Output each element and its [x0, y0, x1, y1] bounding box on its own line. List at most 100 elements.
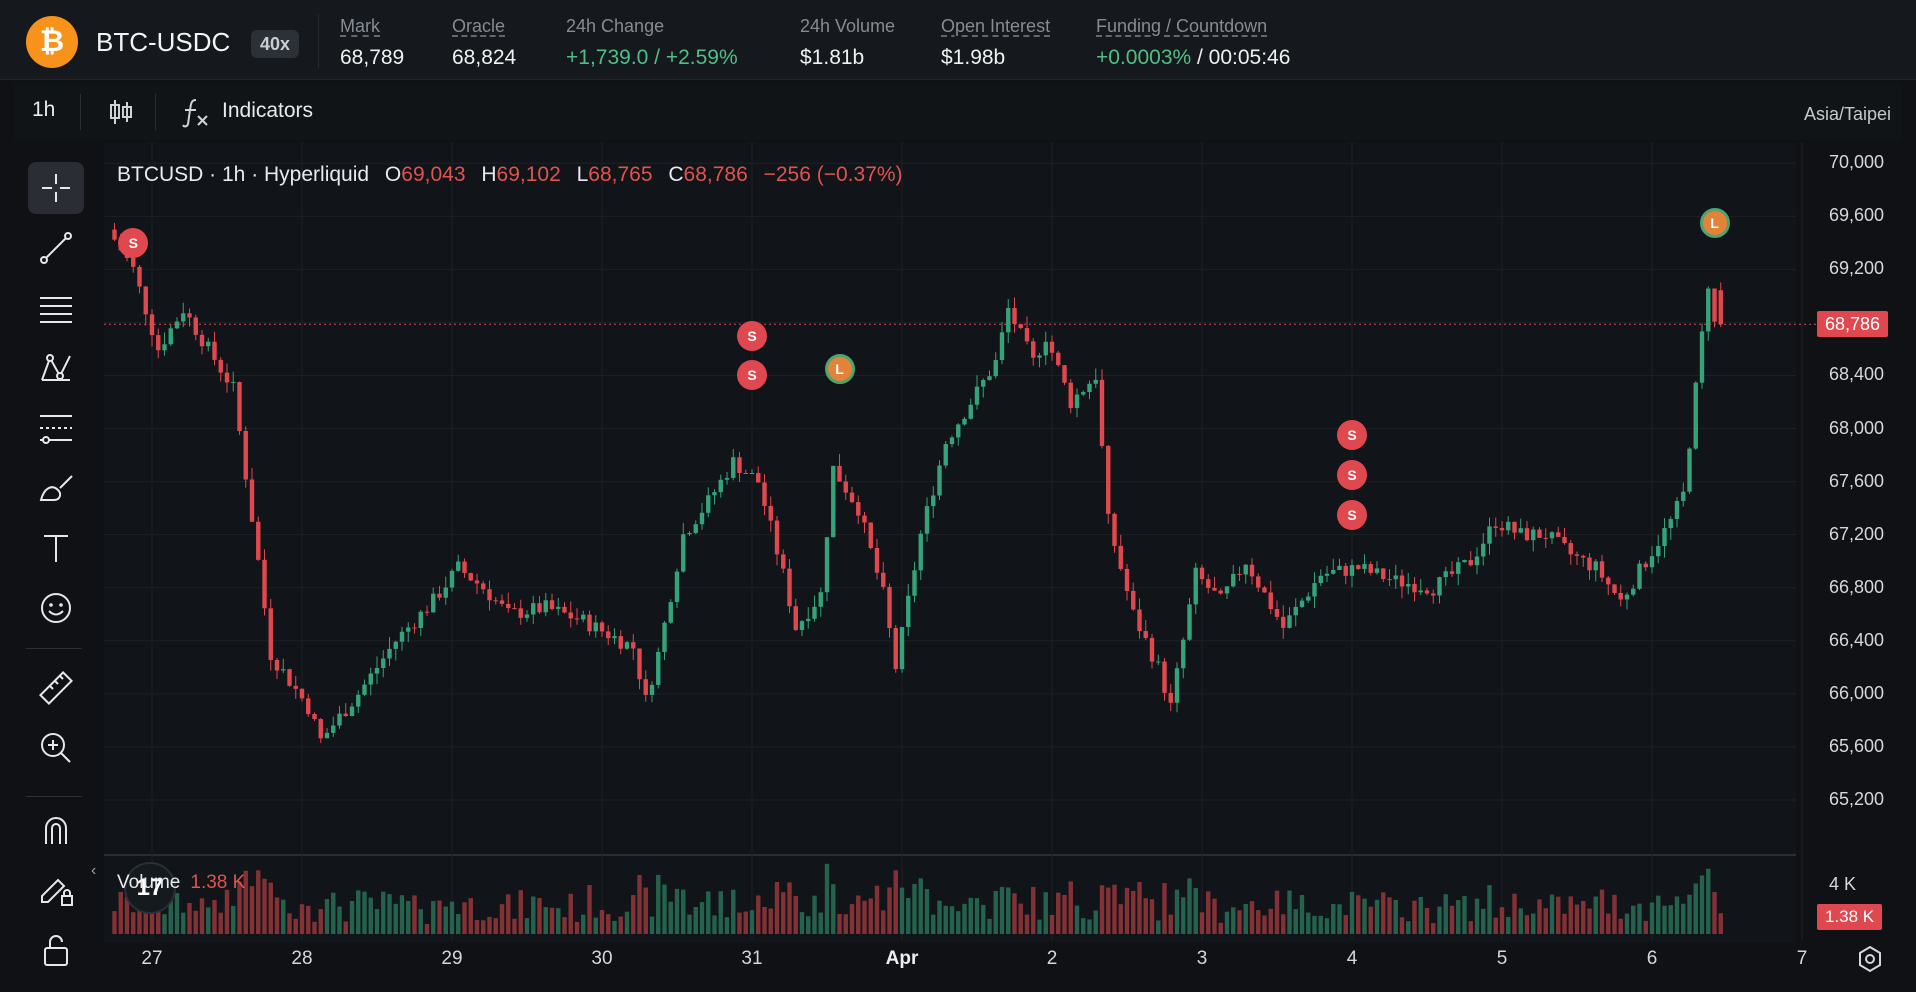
- lock-drawing-tool[interactable]: [28, 864, 84, 916]
- volume-bar: [856, 895, 861, 934]
- candle-body: [1712, 288, 1717, 322]
- candle-body: [1443, 571, 1448, 578]
- timeframe-button[interactable]: 1h: [32, 98, 56, 121]
- volume-value: 1.38 K: [190, 872, 246, 893]
- candle-body: [774, 520, 780, 555]
- volume-bar: [631, 894, 636, 934]
- candle-body: [331, 725, 336, 733]
- short-marker[interactable]: S: [1337, 420, 1367, 451]
- volume-bar: [756, 895, 761, 934]
- volume-bar: [837, 913, 842, 934]
- candle-body: [468, 573, 473, 581]
- tradingview-logo-icon[interactable]: 17: [124, 862, 176, 914]
- volume-bar: [1649, 902, 1655, 934]
- volume-bar: [1299, 894, 1305, 934]
- volume-bar: [556, 908, 561, 934]
- ruler-tool[interactable]: [28, 662, 84, 714]
- candle-body: [518, 608, 523, 618]
- candle-body: [1362, 564, 1367, 569]
- stat-label[interactable]: Funding / Countdown: [1096, 16, 1268, 36]
- candle-body: [1556, 532, 1561, 537]
- volume-bar: [1287, 890, 1292, 934]
- volume-bar: [581, 914, 586, 934]
- stat-label[interactable]: Mark: [340, 16, 380, 36]
- price-tick-label: 69,200: [1829, 258, 1885, 279]
- horizontal-lines-tool[interactable]: [28, 282, 84, 334]
- candlestick-icon[interactable]: [106, 96, 136, 128]
- short-marker[interactable]: S: [737, 360, 767, 391]
- volume-bar: [1368, 906, 1373, 934]
- short-marker[interactable]: S: [1337, 459, 1367, 490]
- symbol-label[interactable]: BTCUSD · 1h · Hyperliquid: [117, 163, 370, 186]
- candle-body: [1412, 583, 1417, 593]
- indicators-button[interactable]: Indicators: [222, 99, 314, 122]
- long-marker[interactable]: L: [1699, 207, 1730, 238]
- candle-body: [1031, 341, 1036, 358]
- candle-body: [1331, 569, 1336, 574]
- timezone-label[interactable]: Asia/Taipei: [1804, 104, 1892, 124]
- function-icon[interactable]: [180, 96, 210, 128]
- volume-bar: [1393, 899, 1398, 934]
- brush-tool[interactable]: [28, 462, 84, 514]
- collapse-legend-icon[interactable]: ‹: [91, 862, 97, 879]
- chart-settings-icon[interactable]: [1855, 944, 1885, 974]
- candle-body: [1499, 527, 1505, 531]
- stat-label[interactable]: Open Interest: [941, 16, 1051, 36]
- candle-body: [1274, 609, 1280, 617]
- short-marker[interactable]: S: [118, 227, 149, 258]
- volume-bar: [1468, 921, 1473, 934]
- long-marker[interactable]: L: [824, 353, 855, 384]
- volume-bar: [1149, 899, 1155, 934]
- zoom-in-tool[interactable]: [28, 722, 84, 774]
- unlock-icon: [44, 935, 68, 966]
- volume-bar: [156, 906, 161, 934]
- volume-bar: [1212, 898, 1217, 934]
- candle-body: [1668, 519, 1673, 529]
- volume-bar: [1124, 887, 1130, 934]
- volume-label[interactable]: Volume: [117, 872, 181, 893]
- volume-bar: [1418, 897, 1423, 934]
- leverage-badge[interactable]: 40x: [251, 30, 300, 58]
- pattern-tool[interactable]: [28, 342, 84, 394]
- volume-bar: [737, 912, 742, 934]
- volume-bar: [181, 912, 186, 934]
- volume-bar: [499, 904, 505, 934]
- volume-bar: [343, 921, 348, 934]
- candle-body: [1193, 567, 1198, 605]
- volume-bar: [1424, 908, 1430, 934]
- stat-label[interactable]: Oracle: [452, 16, 506, 36]
- candle-body: [274, 660, 280, 671]
- volume-bar: [862, 900, 867, 934]
- volume-bar: [781, 892, 786, 934]
- stat-value: 68,789: [340, 46, 405, 69]
- text-tool[interactable]: [28, 522, 84, 574]
- volume-bar: [462, 902, 467, 934]
- short-marker[interactable]: S: [737, 320, 767, 351]
- candle-body: [1593, 561, 1598, 571]
- candle-body: [287, 669, 292, 686]
- volume-bar: [893, 870, 898, 934]
- volume-bar: [1168, 914, 1173, 934]
- emoji-tool[interactable]: [28, 582, 84, 634]
- volume-bar: [1681, 903, 1686, 934]
- volume-bar: [1012, 893, 1017, 934]
- volume-bar: [549, 907, 555, 934]
- stat-mark: Mark 68,789: [340, 16, 404, 70]
- price-tick-label: 68,000: [1829, 417, 1885, 438]
- candle-body: [681, 534, 686, 572]
- candle-body: [1281, 616, 1286, 628]
- pair-selector[interactable]: BTC-USDC: [96, 27, 231, 57]
- trend-line-tool[interactable]: [28, 222, 84, 274]
- volume-bar: [224, 889, 230, 934]
- unlock-tool[interactable]: [28, 924, 84, 976]
- candle-body: [524, 614, 530, 618]
- fib-tool[interactable]: [28, 402, 84, 454]
- crosshair-tool[interactable]: [28, 162, 84, 214]
- stat-value: $1.98b: [941, 46, 1006, 69]
- magnet-tool[interactable]: [28, 804, 84, 856]
- volume-bar: [731, 889, 736, 934]
- chart-legend: BTCUSD · 1h · Hyperliquid O69,043 H69,10…: [117, 163, 903, 187]
- volume-bar: [606, 914, 611, 934]
- short-marker[interactable]: S: [1337, 499, 1367, 530]
